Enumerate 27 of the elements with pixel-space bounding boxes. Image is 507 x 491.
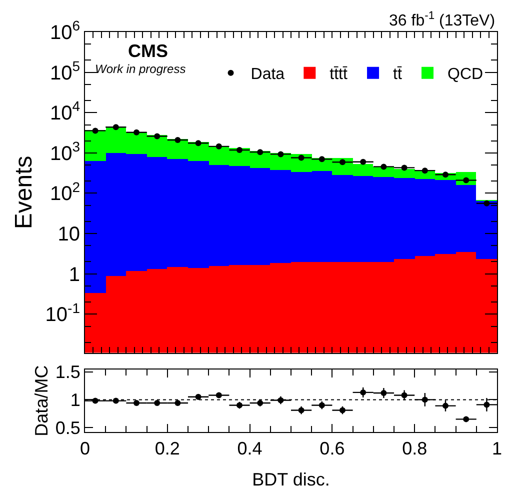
y-tick-label: 10$^{3}$ <box>50 138 80 165</box>
y-tick-label: 1 <box>68 264 80 286</box>
x-tick-label: 0.6 <box>320 438 345 459</box>
y-tick-label: 10$^{6}$ <box>50 18 80 44</box>
legend-label: tt̄tt̄ <box>330 66 348 84</box>
chart-title: 36 fb$^{-1}$ (13TeV) <box>389 10 496 30</box>
legend-label: QCD <box>448 66 484 84</box>
y-axis-title: Events <box>10 156 38 230</box>
annotation: Work in progress <box>95 62 186 76</box>
y-tick-label: 10$^{5}$ <box>50 58 80 84</box>
y-axis-title: Data/MC <box>32 365 52 436</box>
y-tick-label: 10$^{2}$ <box>50 178 80 206</box>
legend-label: tt̄ <box>393 66 402 84</box>
x-tick-label: 0.4 <box>237 438 262 459</box>
y-tick-label: 10$^{4}$ <box>50 98 80 125</box>
y-tick-label: 10$^{-1}$ <box>45 300 80 326</box>
y-tick-label: 0.5 <box>55 418 80 438</box>
x-tick-label: 1 <box>492 438 502 459</box>
legend-label: Data <box>250 66 285 84</box>
x-tick-label: 0 <box>80 438 90 459</box>
y-tick-label: 10 <box>58 224 80 246</box>
x-axis-title: BDT disc. <box>252 470 330 490</box>
annotation: CMS <box>128 41 168 61</box>
x-tick-label: 0.8 <box>402 438 428 459</box>
y-tick-label: 1 <box>70 390 80 410</box>
x-tick-label: 0.2 <box>154 438 180 459</box>
y-tick-label: 1.5 <box>55 362 80 382</box>
